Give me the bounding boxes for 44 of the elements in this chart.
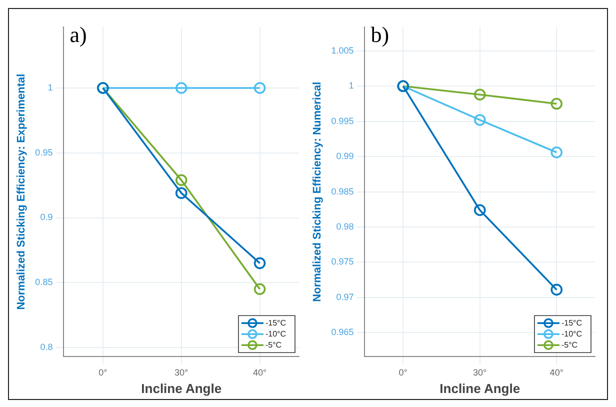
x-axis-title: Incline Angle bbox=[440, 380, 520, 396]
x-tick-label: 30° bbox=[174, 367, 189, 378]
point bbox=[550, 284, 563, 296]
x-tick-label: 0° bbox=[98, 367, 108, 378]
point bbox=[474, 88, 486, 101]
x-tick-label: 0° bbox=[398, 367, 408, 378]
x-tick-label: 40° bbox=[252, 367, 267, 378]
y-tick-label: 0.95 bbox=[35, 147, 53, 158]
y-tick-label: 1 bbox=[48, 82, 53, 92]
y-tick-label: 0.98 bbox=[336, 222, 354, 232]
point bbox=[550, 98, 563, 110]
point bbox=[175, 187, 188, 199]
y-axis-title: Normalized Sticking Efficiency: Experimental bbox=[16, 74, 28, 310]
chart-title: a) bbox=[70, 22, 87, 47]
y-tick-label: 0.8 bbox=[40, 342, 53, 352]
point bbox=[254, 283, 266, 296]
point bbox=[254, 257, 266, 270]
x-tick-label: 40° bbox=[550, 367, 564, 378]
y-tick-label: 0.85 bbox=[35, 277, 53, 288]
point bbox=[175, 174, 188, 186]
point bbox=[254, 82, 266, 94]
point bbox=[550, 146, 563, 158]
point bbox=[175, 82, 188, 94]
y-tick-label: 0.97 bbox=[336, 292, 354, 302]
y-axis-title: Normalized Sticking Efficiency: Numerical bbox=[312, 82, 324, 302]
y-tick-label: 0.9 bbox=[40, 212, 53, 222]
y-tick-label: 0.995 bbox=[331, 116, 354, 126]
legend-label: -15°C bbox=[561, 318, 582, 328]
y-tick-label: 1 bbox=[348, 80, 354, 91]
legend-label: -10°C bbox=[561, 329, 582, 338]
y-tick-label: 1.005 bbox=[331, 45, 354, 56]
y-tick-label: 0.99 bbox=[336, 151, 354, 162]
y-tick-label: 0.965 bbox=[331, 327, 354, 338]
y-tick-label: 0.985 bbox=[331, 186, 354, 196]
x-tick-label: 30° bbox=[473, 367, 488, 378]
legend-label: -5°C bbox=[561, 340, 578, 350]
y-tick-label: 0.975 bbox=[331, 256, 354, 267]
point bbox=[474, 114, 486, 126]
legend-label: -15°C bbox=[265, 318, 286, 328]
legend-label: -10°C bbox=[265, 329, 286, 338]
chart-title: b) bbox=[370, 22, 390, 47]
point bbox=[474, 204, 486, 216]
x-axis-title: Incline Angle bbox=[141, 380, 222, 396]
legend-label: -5°C bbox=[265, 340, 282, 350]
